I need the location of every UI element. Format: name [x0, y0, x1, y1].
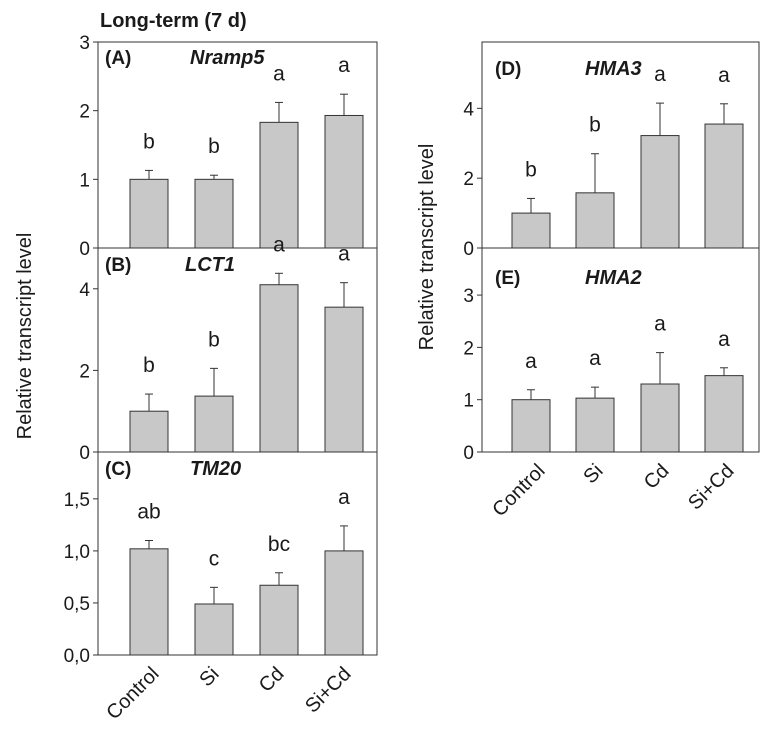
y-tick-label: 2 — [463, 338, 474, 359]
gene-name: HMA2 — [585, 267, 642, 289]
plot-frame — [97, 451, 378, 656]
panel-label: (C) — [105, 459, 131, 480]
y-axis-label-right: Relative transcript level — [416, 144, 438, 351]
bar — [129, 178, 169, 249]
x-axis-left: Control Si Cd Si+Cd — [102, 663, 355, 724]
bar — [704, 375, 744, 453]
x-tick-label-si-cd: Si+Cd — [684, 460, 738, 514]
bar — [129, 410, 169, 453]
bar — [324, 550, 364, 656]
significance-letter: a — [718, 64, 730, 87]
significance-letter: bc — [268, 533, 290, 556]
y-tick-label: 2 — [463, 169, 474, 190]
significance-letter: a — [525, 350, 537, 373]
gene-name: Nramp5 — [190, 47, 265, 69]
y-tick-label: 0,0 — [64, 646, 90, 667]
y-tick-label: 0 — [79, 239, 90, 260]
bar — [575, 192, 615, 249]
significance-letter: b — [525, 158, 537, 181]
panel-label: (A) — [105, 48, 131, 69]
bar — [324, 114, 364, 249]
significance-letter: a — [654, 63, 666, 86]
y-tick-label: 1,5 — [64, 490, 90, 511]
y-tick-label: 1,0 — [64, 542, 90, 563]
y-tick-label: 2 — [79, 102, 90, 123]
significance-letter: a — [338, 54, 350, 77]
y-tick-label: 0 — [463, 443, 474, 464]
bar — [259, 121, 299, 249]
significance-letter: a — [273, 62, 285, 85]
panel-b: 0 2 4 b b a a (B) LCT1 — [79, 233, 378, 464]
panel-label: (B) — [105, 255, 131, 276]
x-tick-label-control: Control — [102, 663, 163, 724]
y-tick-label: 0,5 — [64, 594, 90, 615]
significance-letter: a — [338, 243, 350, 266]
y-tick-label: 4 — [463, 99, 474, 120]
y-tick-label: 3 — [79, 33, 90, 54]
significance-letter: b — [589, 114, 601, 137]
x-tick-label-si: Si — [195, 663, 223, 691]
figure-title: Long-term (7 d) — [100, 10, 247, 32]
panel-a: 0 1 2 3 b b a a (A) Nramp5 — [79, 33, 378, 260]
bar — [511, 212, 551, 249]
y-tick-label: 0 — [79, 443, 90, 464]
significance-letter: b — [208, 135, 220, 158]
significance-letter: ab — [137, 500, 160, 523]
bar — [511, 399, 551, 453]
x-tick-label-cd: Cd — [255, 663, 289, 697]
gene-name: LCT1 — [185, 254, 235, 276]
y-tick-label: 4 — [79, 280, 90, 301]
plot-frame — [481, 247, 760, 453]
gene-name: TM20 — [190, 458, 241, 480]
bar — [129, 548, 169, 656]
y-axis-label-left: Relative transcript level — [14, 233, 36, 440]
x-tick-label-cd: Cd — [640, 460, 674, 494]
bar — [194, 603, 234, 656]
bar — [259, 284, 299, 453]
y-tick-label: 3 — [463, 286, 474, 307]
bar — [704, 123, 744, 249]
y-tick-label: 2 — [79, 361, 90, 382]
significance-letter: b — [208, 328, 220, 351]
significance-letter: a — [654, 313, 666, 336]
significance-letter: a — [338, 486, 350, 509]
x-tick-label-si: Si — [579, 460, 607, 488]
x-axis-right: Control Si Cd Si+Cd — [488, 460, 738, 521]
y-tick-label: 0 — [463, 239, 474, 260]
y-tick-label: 1 — [79, 170, 90, 191]
significance-letter: b — [143, 354, 155, 377]
bar — [194, 395, 234, 453]
panel-d: 0 2 4 b b a a (D) HMA3 — [463, 41, 760, 260]
panel-e: 0 1 2 3 a a a a (E) HMA2 — [463, 247, 760, 464]
chart-area: 0 1 2 3 b b a a (A) Nramp5 0 2 4 b b a a (B) LCT1 0,0 0,5 1,0… — [64, 33, 760, 667]
significance-letter: b — [143, 130, 155, 153]
panel-label: (D) — [495, 59, 521, 80]
bar — [575, 397, 615, 453]
bar — [194, 178, 234, 249]
x-tick-label-control: Control — [488, 460, 549, 521]
significance-letter: a — [589, 347, 601, 370]
x-tick-label-si-cd: Si+Cd — [301, 663, 355, 717]
significance-letter: a — [273, 233, 285, 256]
gene-name: HMA3 — [585, 58, 642, 80]
bar — [640, 135, 680, 249]
panel-c: 0,0 0,5 1,0 1,5 ab c bc a (C) TM20 — [64, 451, 378, 667]
bar — [259, 584, 299, 656]
bar — [640, 383, 680, 453]
significance-letter: c — [209, 547, 220, 570]
bar — [324, 306, 364, 453]
y-tick-label: 1 — [463, 391, 474, 412]
panel-label: (E) — [495, 268, 520, 289]
significance-letter: a — [718, 328, 730, 351]
